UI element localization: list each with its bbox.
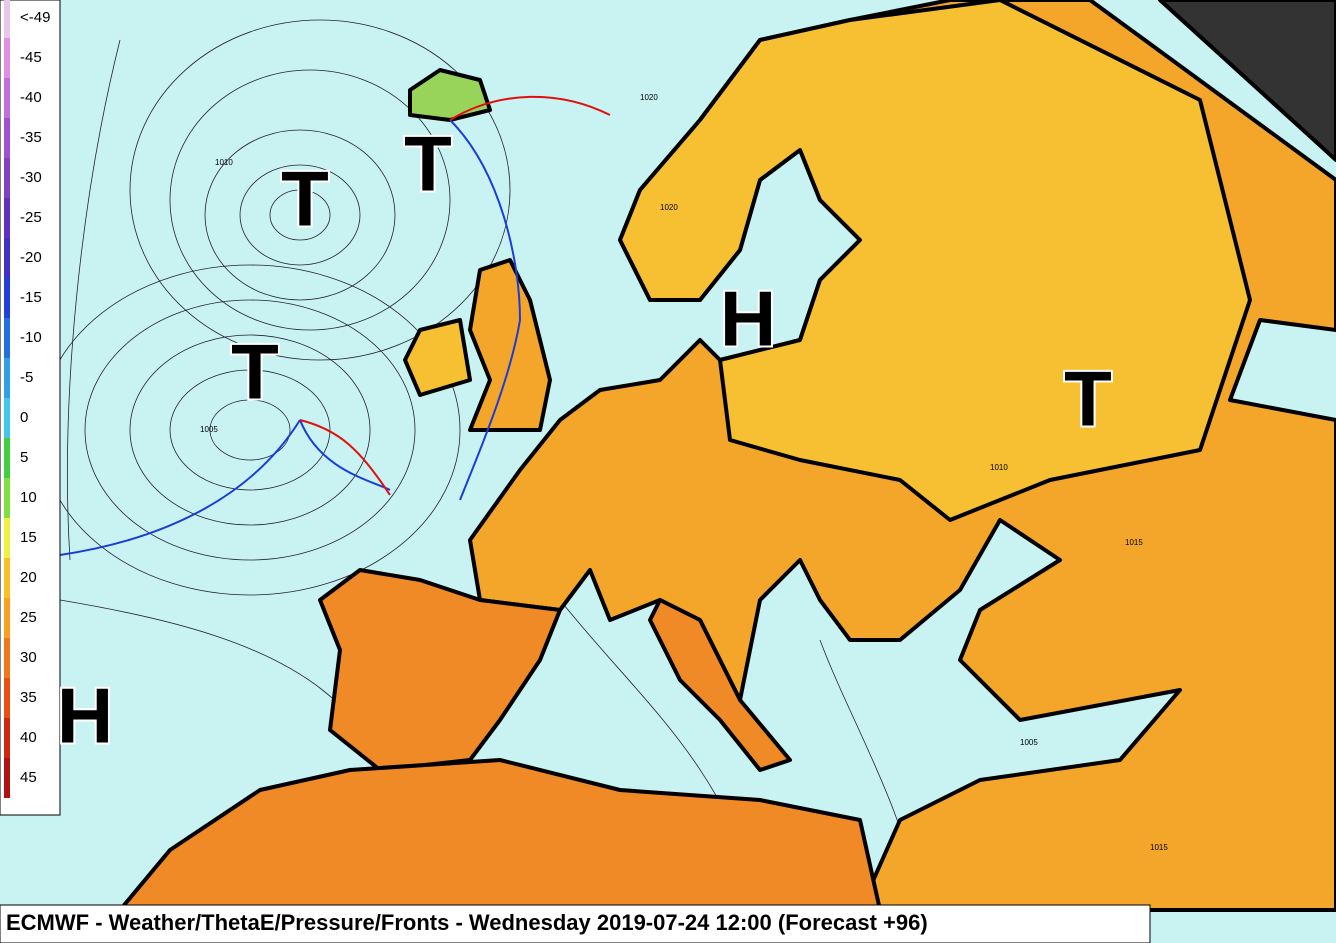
legend-label: 20 — [20, 569, 37, 586]
legend-swatch — [4, 638, 10, 678]
legend-label: -15 — [20, 289, 42, 306]
legend-swatch — [4, 598, 10, 638]
isobar-label: 1015 — [1150, 843, 1168, 852]
legend-label: 25 — [20, 609, 37, 626]
legend-label: 5 — [20, 449, 28, 466]
fronts — [59, 95, 611, 556]
isobar-label: 1020 — [640, 93, 658, 102]
legend-label: 35 — [20, 689, 37, 706]
legend-label: 30 — [20, 649, 37, 666]
legend-swatch — [4, 238, 10, 278]
pressure-system: T — [281, 155, 329, 243]
legend-label: 0 — [20, 409, 28, 426]
legend-label: -30 — [20, 169, 42, 186]
isobar-label: 1015 — [1125, 538, 1143, 547]
legend-swatch — [4, 758, 10, 798]
legend-label: 15 — [20, 529, 37, 546]
legend-label: -25 — [20, 209, 42, 226]
legend-swatch — [4, 158, 10, 198]
isobars — [39, 19, 921, 901]
pressure-system: T — [1064, 355, 1112, 443]
legend-swatch — [4, 0, 10, 38]
legend-swatch — [4, 478, 10, 518]
pressure-system: H — [57, 672, 113, 760]
legend-swatch — [4, 78, 10, 118]
legend-label: <-49 — [20, 9, 50, 26]
legend-swatch — [4, 558, 10, 598]
land — [118, 0, 1336, 912]
pressure-system: H — [720, 275, 776, 363]
legend-swatch — [4, 318, 10, 358]
legend-label: -40 — [20, 89, 42, 106]
legend-swatch — [4, 198, 10, 238]
isobar-label: 1005 — [1020, 738, 1038, 747]
legend-label: -5 — [20, 369, 33, 386]
isobar-label: 1010 — [990, 463, 1008, 472]
legend-label: 10 — [20, 489, 37, 506]
legend-swatch — [4, 518, 10, 558]
caption: ECMWF - Weather/ThetaE/Pressure/Fronts -… — [6, 910, 928, 935]
legend-label: -45 — [20, 49, 42, 66]
pressure-system: T — [404, 120, 452, 208]
legend-label: -35 — [20, 129, 42, 146]
caption-bar — [0, 904, 1151, 943]
legend-swatch — [4, 38, 10, 78]
isobar-label: 1020 — [660, 203, 678, 212]
legend-swatch — [4, 118, 10, 158]
legend-swatch — [4, 398, 10, 438]
legend-swatch — [4, 678, 10, 718]
legend-swatch — [4, 278, 10, 318]
legend-label: -10 — [20, 329, 42, 346]
isobar-labels: 1020 1010 1005 1015 1020 1015 1010 1005 — [200, 93, 1168, 852]
isobar-label: 1005 — [200, 425, 218, 434]
pressure-system: T — [231, 328, 279, 416]
legend-label: 45 — [20, 769, 37, 786]
isobar-label: 1010 — [215, 158, 233, 167]
legend-label: -20 — [20, 249, 42, 266]
legend: <-49 -45 -40 -35 -30 -25 -20 -15 -10 -5 0 5 10 15 20 25… — [4, 0, 50, 798]
legend-label: 40 — [20, 729, 37, 746]
legend-swatch — [4, 718, 10, 758]
legend-swatch — [4, 358, 10, 398]
legend-swatch — [4, 438, 10, 478]
